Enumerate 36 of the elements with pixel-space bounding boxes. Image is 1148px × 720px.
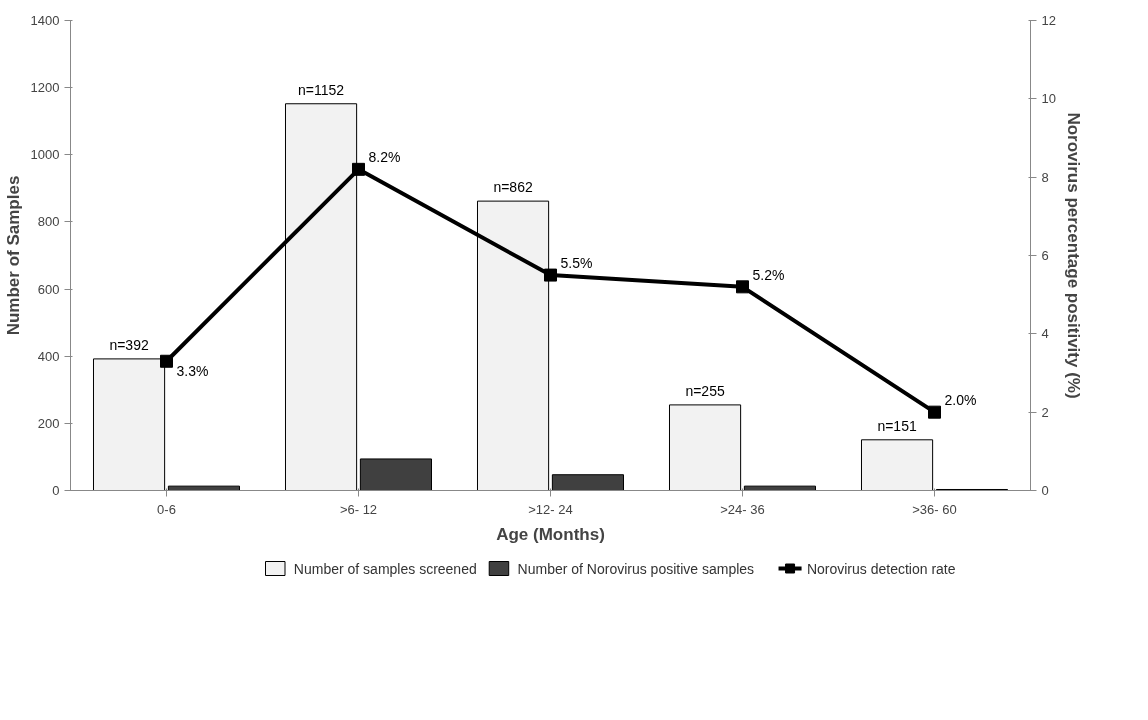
data-label: 3.3% — [176, 363, 209, 380]
data-label: 2.0% — [944, 392, 977, 409]
y2-tick-label: 4 — [1041, 326, 1049, 342]
x-tick-label: >6- 12 — [339, 501, 378, 517]
y-tick-label: 1000 — [30, 147, 60, 163]
data-label: 5.2% — [752, 266, 785, 283]
x-tick-label: 0-6 — [157, 501, 176, 517]
y2-tick-label: 12 — [1041, 13, 1056, 28]
y2-tick-label: 0 — [1041, 483, 1049, 498]
y2-tick-label: 8 — [1041, 169, 1049, 185]
y-tick-label: 1200 — [30, 80, 60, 96]
y2-axis-title: Norovirus percentage positivity (%) — [1063, 112, 1083, 399]
y-tick-label: 600 — [37, 281, 60, 297]
data-label: 5.5% — [560, 255, 593, 272]
x-tick-label: >24- 36 — [720, 501, 765, 517]
y-tick-label: 800 — [37, 214, 60, 230]
data-label: n=862 — [493, 179, 533, 196]
data-label: n=151 — [877, 417, 917, 434]
y-tick-label: 1400 — [30, 13, 60, 28]
x-tick-label: >12- 24 — [528, 501, 573, 517]
y-tick-label: 0 — [52, 483, 60, 498]
y2-tick-label: 6 — [1041, 248, 1049, 263]
x-tick-label: >36- 60 — [912, 501, 957, 517]
legend-label: Number of Norovirus positive samples — [517, 560, 755, 577]
y-tick-label: 400 — [37, 348, 60, 364]
y2-tick-label: 10 — [1041, 91, 1056, 107]
x-axis-title: Age (Months) — [496, 524, 605, 544]
y2-tick-label: 2 — [1041, 404, 1049, 420]
data-label: n=255 — [685, 382, 725, 399]
legend-label: Norovirus detection rate — [806, 560, 956, 577]
legend-label: Number of samples screened — [293, 560, 477, 577]
data-label: n=392 — [109, 336, 149, 353]
data-label: n=1152 — [298, 81, 345, 98]
y-axis-title: Number of Samples — [3, 175, 23, 336]
y-tick-label: 200 — [37, 415, 60, 431]
data-label: 8.2% — [368, 149, 401, 166]
